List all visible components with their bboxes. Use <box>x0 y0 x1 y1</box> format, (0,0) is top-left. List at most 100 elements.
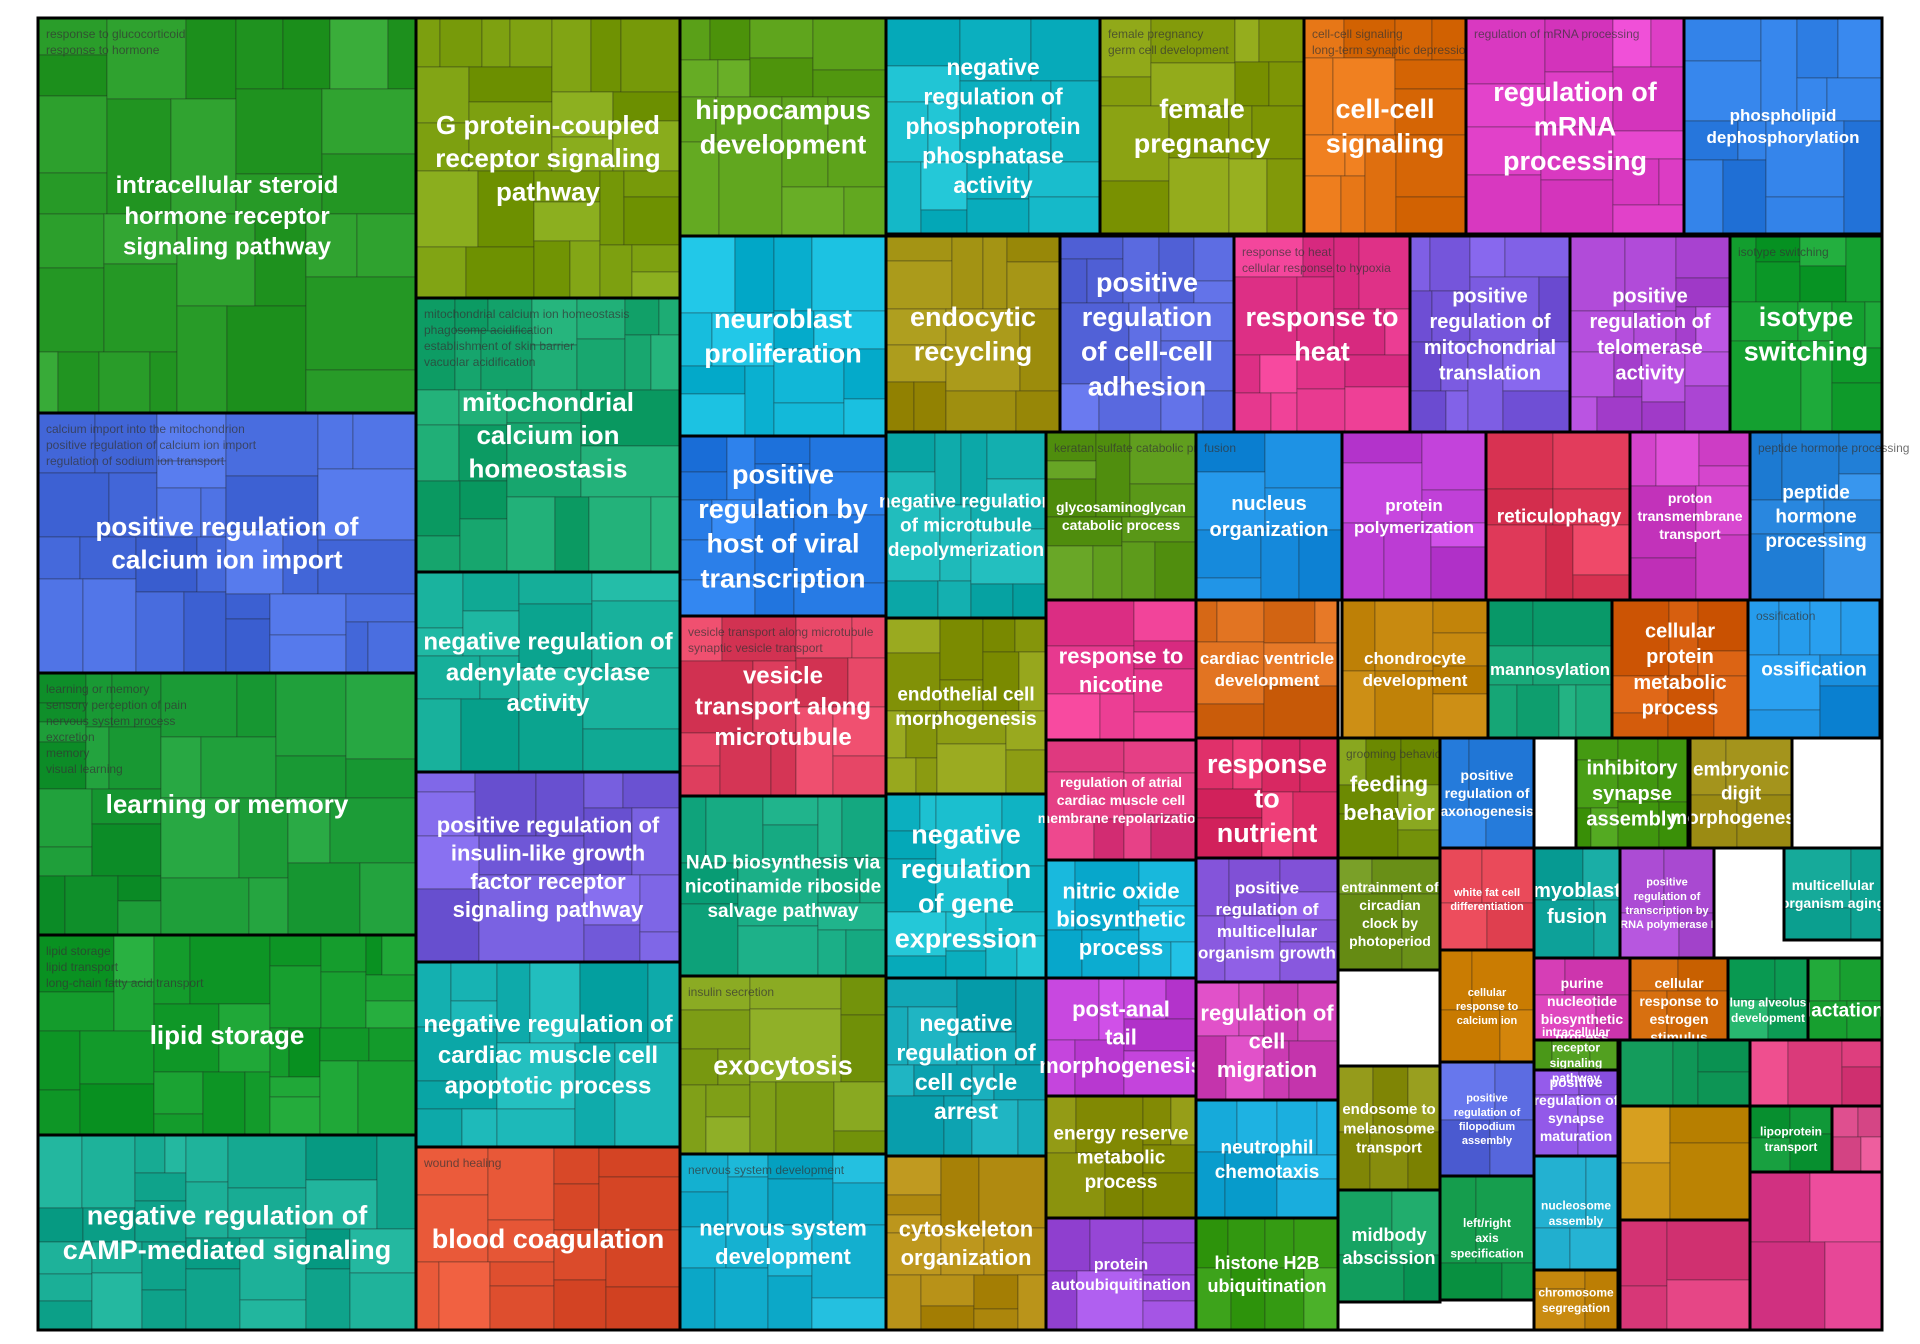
treemap-subcell <box>37 1134 83 1209</box>
treemap-subcell <box>37 1273 93 1302</box>
treemap-subcell <box>598 1146 681 1178</box>
treemap-group: endosome to melanosome transport <box>1336 1064 1442 1192</box>
treemap-subcell <box>1391 1189 1441 1256</box>
treemap-group-label: cardiac ventricle development <box>1200 649 1334 690</box>
treemap-subcell <box>773 310 815 350</box>
treemap-subcell <box>1749 1171 1811 1243</box>
treemap-group-label: exocytosis <box>713 1050 853 1080</box>
treemap-subcell <box>305 369 417 414</box>
treemap-subcell <box>135 591 185 674</box>
treemap-subcell <box>1400 737 1441 786</box>
treemap-subcell <box>1030 17 1101 82</box>
treemap-subcell <box>225 593 271 620</box>
treemap-subcell <box>679 59 719 98</box>
treemap-subcell <box>966 161 1030 200</box>
treemap-subcell <box>320 934 367 973</box>
treemap-group: left/right axis specification <box>1438 1174 1536 1302</box>
treemap-subcell <box>1123 772 1197 816</box>
treemap-group: positive regulation of insulin-like growt… <box>414 770 682 964</box>
treemap-sub-label: establishment of skin barrier <box>424 339 574 353</box>
treemap-subcell <box>153 1071 204 1115</box>
treemap-subcell <box>843 398 887 437</box>
treemap-subcell <box>1486 902 1535 951</box>
treemap-subcell <box>749 57 814 98</box>
treemap-group: female pregnancy germ cell development fem… <box>1098 16 1306 236</box>
treemap-subcell <box>487 1146 555 1221</box>
treemap-subcell <box>1224 1151 1278 1219</box>
treemap-subcell <box>781 186 845 237</box>
treemap-subcell <box>1831 1136 1862 1173</box>
treemap-subcell <box>1487 599 1534 647</box>
treemap-subcell <box>982 235 1008 310</box>
treemap-subcell <box>1099 76 1152 107</box>
treemap-subcell <box>715 96 783 143</box>
treemap-group-label: negative regulation of phosphoprotein phosp… <box>905 54 1080 198</box>
treemap-subcell <box>1540 179 1614 235</box>
treemap-subcell <box>319 1060 359 1136</box>
treemap-subcell <box>1619 1039 1674 1107</box>
treemap-subcell <box>1841 1066 1883 1107</box>
treemap-sub-label: phagosome acidification <box>424 323 553 337</box>
treemap-subcell <box>647 961 681 1044</box>
treemap-subcell <box>1195 817 1263 859</box>
treemap-subcell <box>1487 684 1518 739</box>
treemap-subcell <box>37 741 87 790</box>
treemap-subcell <box>885 431 936 473</box>
treemap-group: nitric oxide biosynthetic process <box>1044 858 1198 980</box>
treemap-sub-label: vesicle transport along microtubule <box>688 625 874 639</box>
treemap-group: cellular response to estrogen stimulus <box>1628 956 1730 1064</box>
treemap-subcell <box>477 170 535 248</box>
treemap-subcell <box>113 981 155 1032</box>
treemap-subcell <box>496 961 531 1044</box>
treemap-group: negative regulation of adenylate cyclase a… <box>414 570 682 774</box>
treemap-subcell <box>574 1042 616 1148</box>
treemap-subcell <box>1045 929 1083 979</box>
treemap-sub-label: regulation of mRNA processing <box>1474 27 1639 41</box>
treemap-subcell <box>415 1108 463 1148</box>
treemap-sub-label: lipid storage <box>46 944 111 958</box>
treemap-subcell <box>920 1274 975 1307</box>
treemap-subcell <box>329 17 389 90</box>
treemap-subcell <box>1611 675 1669 714</box>
treemap-subcell <box>1695 534 1751 601</box>
treemap-subcell <box>612 91 681 122</box>
treemap-group: positive regulation of axonogenesis <box>1438 736 1536 850</box>
treemap-group-label: positive regulation of transcription by RNA… <box>1620 877 1714 931</box>
treemap-subcell <box>773 235 813 312</box>
treemap-subcell <box>793 582 887 617</box>
treemap-subcell <box>767 1178 834 1226</box>
treemap-subcell <box>1860 1136 1883 1173</box>
treemap-subcell <box>679 1009 751 1050</box>
treemap-subcell <box>415 17 441 68</box>
treemap-subcell <box>1292 791 1339 859</box>
treemap-subcell <box>843 186 887 237</box>
treemap-subcell <box>631 271 681 299</box>
treemap-subcell <box>679 17 711 61</box>
treemap-subcell <box>936 743 1007 795</box>
treemap-group: NAD biosynthesis via nicotinamide ribosid… <box>678 794 888 978</box>
treemap-subcell <box>1749 499 1825 535</box>
treemap-subcell <box>287 862 361 936</box>
treemap-sub-label: isotype switching <box>1738 245 1829 259</box>
treemap-subcell <box>1123 1050 1197 1097</box>
treemap-subcell <box>845 929 887 977</box>
treemap-subcell <box>1590 807 1619 849</box>
treemap-subcell <box>885 65 961 103</box>
treemap-subcell <box>1006 235 1061 263</box>
treemap-subcell <box>506 422 582 498</box>
treemap-subcell <box>679 765 721 797</box>
treemap-subcell <box>679 235 736 314</box>
treemap-subcell <box>1796 77 1828 122</box>
treemap-subcell <box>415 246 467 299</box>
treemap-subcell <box>599 170 625 246</box>
treemap-subcell <box>317 412 354 470</box>
treemap-subcell <box>465 246 535 299</box>
treemap-subcell <box>1658 158 1685 206</box>
treemap-subcell <box>37 172 108 215</box>
treemap-subcell <box>269 934 322 967</box>
treemap-subcell <box>244 1071 271 1136</box>
treemap-subcell <box>554 496 590 573</box>
treemap-subcell <box>1195 599 1218 643</box>
treemap-group-label: cytoskeleton organization <box>899 1217 1034 1270</box>
treemap-subcell <box>1569 310 1635 353</box>
